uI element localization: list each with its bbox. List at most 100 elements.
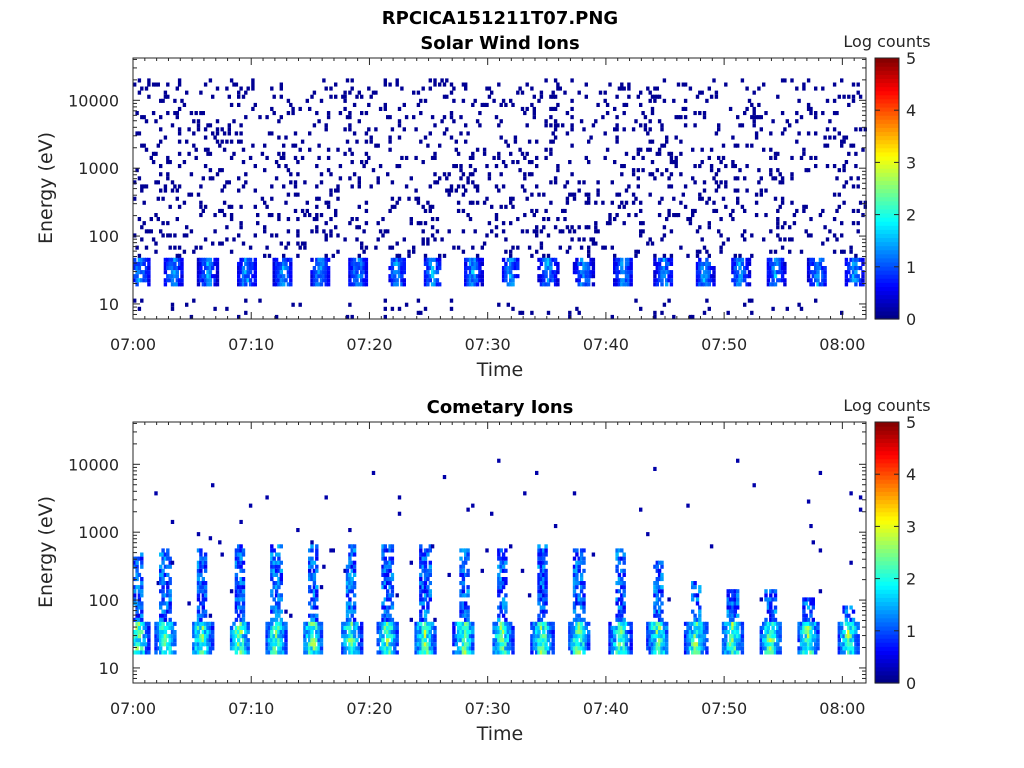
heatmap-cell xyxy=(161,597,165,602)
heatmap-cell xyxy=(270,568,274,573)
heatmap-cell xyxy=(265,638,269,643)
heatmap-cell xyxy=(544,548,548,553)
heatmap-cell xyxy=(702,270,707,275)
heatmap-cell xyxy=(350,630,354,635)
heatmap-cell xyxy=(140,115,144,120)
heatmap-cell xyxy=(501,184,506,189)
heatmap-cell xyxy=(173,233,177,238)
heatmap-cell xyxy=(253,261,257,266)
heatmap-cell xyxy=(360,266,364,271)
heatmap-cell xyxy=(248,257,253,262)
heatmap-cell xyxy=(591,241,596,246)
heatmap-cell xyxy=(343,646,347,651)
heatmap-cell xyxy=(527,593,532,598)
colorbar-swatch xyxy=(875,62,899,67)
heatmap-cell xyxy=(617,605,622,610)
heatmap-cell xyxy=(624,266,629,271)
heatmap-cell xyxy=(506,621,510,626)
heatmap-cell xyxy=(795,208,799,213)
heatmap-cell xyxy=(161,634,165,639)
heatmap-cell xyxy=(572,548,577,553)
heatmap-cell xyxy=(563,217,567,222)
heatmap-cell xyxy=(639,147,643,152)
heatmap-cell xyxy=(468,634,473,639)
heatmap-cell xyxy=(773,282,778,287)
heatmap-cell xyxy=(686,646,690,651)
heatmap-cell xyxy=(400,261,404,266)
heatmap-cell xyxy=(381,544,385,549)
heatmap-cell xyxy=(213,257,217,262)
heatmap-cell xyxy=(707,266,711,271)
heatmap-cell xyxy=(459,634,463,639)
heatmap-cell xyxy=(421,634,425,639)
heatmap-cell xyxy=(182,200,187,205)
heatmap-cell xyxy=(542,638,546,643)
heatmap-cell xyxy=(263,253,267,258)
heatmap-cell xyxy=(459,556,463,561)
heatmap-cell xyxy=(244,638,248,643)
heatmap-cell xyxy=(806,102,811,107)
heatmap-cell xyxy=(201,597,205,602)
heatmap-cell xyxy=(561,123,565,128)
heatmap-cell xyxy=(549,94,553,99)
heatmap-cell xyxy=(241,278,246,283)
heatmap-cell xyxy=(747,282,752,287)
heatmap-cell xyxy=(568,314,572,319)
heatmap-cell xyxy=(140,601,144,606)
heatmap-cell xyxy=(648,638,652,643)
colorbar-swatch xyxy=(875,470,899,476)
heatmap-cell xyxy=(698,278,702,283)
heatmap-cell xyxy=(151,237,156,242)
heatmap-cell xyxy=(289,102,293,107)
heatmap-cell xyxy=(809,111,813,116)
heatmap-cell xyxy=(575,617,579,622)
heatmap-cell xyxy=(617,609,622,614)
heatmap-cell xyxy=(241,160,246,165)
heatmap-cell xyxy=(348,127,352,132)
heatmap-cell xyxy=(173,184,177,189)
heatmap-cell xyxy=(504,601,508,606)
heatmap-cell xyxy=(421,568,425,573)
heatmap-cell xyxy=(135,577,139,582)
colorbar-swatch xyxy=(875,568,899,574)
heatmap-cell xyxy=(286,111,291,116)
heatmap-cell xyxy=(788,237,792,242)
heatmap-cell xyxy=(461,650,466,655)
heatmap-cell xyxy=(844,278,849,283)
heatmap-cell xyxy=(133,650,137,655)
chart-title: Cometary Ions xyxy=(427,397,574,418)
heatmap-cell xyxy=(428,204,432,209)
heatmap-cell xyxy=(168,274,172,279)
heatmap-cell xyxy=(386,642,390,647)
heatmap-cell xyxy=(504,204,508,209)
heatmap-cell xyxy=(804,617,808,622)
heatmap-cell xyxy=(397,123,402,128)
heatmap-cell xyxy=(613,270,617,275)
heatmap-cell xyxy=(854,278,858,283)
heatmap-cell xyxy=(322,229,326,234)
heatmap-cell xyxy=(553,282,558,287)
heatmap-cell xyxy=(546,310,551,315)
heatmap-cell xyxy=(438,282,442,287)
heatmap-cell xyxy=(237,613,241,618)
heatmap-cell xyxy=(705,282,709,287)
heatmap-cell xyxy=(454,634,458,639)
heatmap-cell xyxy=(267,634,272,639)
heatmap-cell xyxy=(615,617,619,622)
heatmap-cell xyxy=(324,261,328,266)
heatmap-cell xyxy=(539,556,544,561)
heatmap-cell xyxy=(615,564,619,569)
heatmap-cell xyxy=(797,646,801,651)
heatmap-cell xyxy=(509,253,513,258)
heatmap-cell xyxy=(263,200,267,205)
heatmap-cell xyxy=(350,646,354,651)
heatmap-cell xyxy=(388,625,392,630)
heatmap-cell xyxy=(357,261,361,266)
heatmap-cell xyxy=(615,646,619,651)
heatmap-cell xyxy=(773,621,778,626)
heatmap-cell xyxy=(352,634,357,639)
heatmap-cell xyxy=(196,282,201,287)
heatmap-cell xyxy=(577,593,581,598)
heatmap-cell xyxy=(421,556,425,561)
